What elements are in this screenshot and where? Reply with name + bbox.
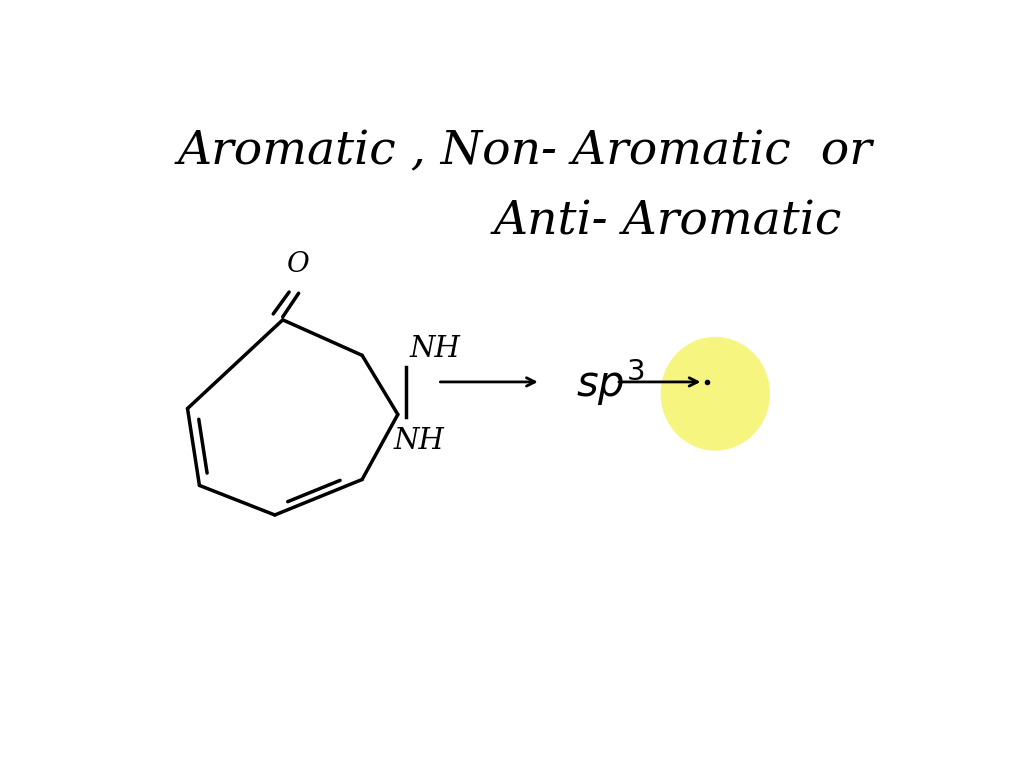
- Text: Aromatic , Non- Aromatic  or: Aromatic , Non- Aromatic or: [177, 129, 872, 174]
- Text: NH: NH: [394, 427, 444, 455]
- Ellipse shape: [662, 338, 769, 450]
- Text: Anti- Aromatic: Anti- Aromatic: [494, 200, 842, 245]
- Text: NH: NH: [410, 336, 461, 363]
- Text: O: O: [288, 251, 310, 278]
- Text: $\mathit{sp}^3$: $\mathit{sp}^3$: [577, 356, 645, 408]
